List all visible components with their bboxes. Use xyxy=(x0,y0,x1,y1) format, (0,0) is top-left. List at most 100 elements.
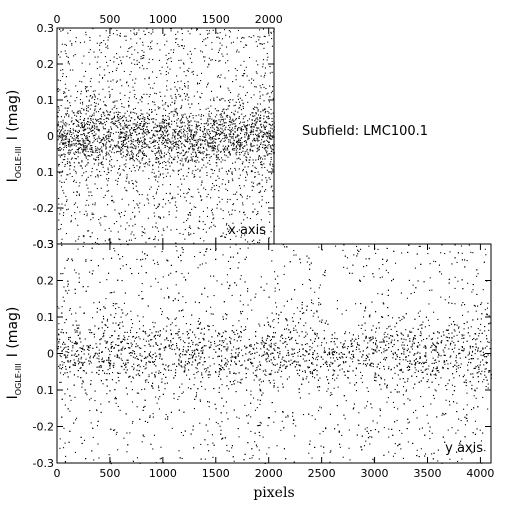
top-data-point xyxy=(85,136,87,138)
top-data-point xyxy=(61,148,63,150)
top-data-point xyxy=(116,80,118,82)
top-data-point xyxy=(254,140,256,142)
top-data-point xyxy=(64,92,66,94)
top-data-point xyxy=(167,106,169,108)
top-data-point xyxy=(170,30,172,32)
top-data-point xyxy=(161,125,163,127)
top-data-point xyxy=(75,181,77,183)
top-data-point xyxy=(240,222,242,224)
top-data-point xyxy=(153,204,155,206)
top-data-point xyxy=(206,129,208,131)
top-data-point xyxy=(229,127,231,129)
top-data-point xyxy=(250,146,252,148)
top-data-point xyxy=(143,51,145,53)
bottom-data-point xyxy=(441,414,443,416)
bottom-data-point xyxy=(458,375,460,377)
top-data-point xyxy=(106,131,108,133)
top-data-point xyxy=(185,159,187,161)
top-data-point xyxy=(72,123,74,125)
top-data-point xyxy=(145,129,147,131)
top-data-point xyxy=(228,121,230,123)
top-data-point xyxy=(261,43,263,45)
bottom-data-point xyxy=(432,349,434,351)
top-data-point xyxy=(79,110,81,112)
top-data-point xyxy=(65,138,67,140)
top-data-point xyxy=(62,143,64,145)
top-data-point xyxy=(149,48,151,50)
top-data-point xyxy=(156,191,158,193)
top-data-point xyxy=(106,173,108,175)
top-data-point xyxy=(58,148,60,150)
top-data-point xyxy=(249,57,251,59)
top-data-point xyxy=(126,240,128,242)
top-data-point xyxy=(158,151,160,153)
top-data-point xyxy=(84,165,86,167)
top-data-point xyxy=(234,126,236,128)
top-data-point xyxy=(240,109,242,111)
top-data-point xyxy=(184,153,186,155)
top-data-point xyxy=(78,194,80,196)
bottom-data-point xyxy=(150,345,152,347)
top-data-point xyxy=(180,152,182,154)
top-data-point xyxy=(149,94,151,96)
top-data-point xyxy=(103,69,105,71)
top-data-point xyxy=(117,180,119,182)
top-data-point xyxy=(79,42,81,44)
top-data-point xyxy=(118,117,120,119)
bottom-data-point xyxy=(475,397,477,399)
top-data-point xyxy=(160,127,162,129)
top-data-point xyxy=(131,62,133,64)
top-data-point xyxy=(89,148,91,150)
top-data-point xyxy=(210,112,212,114)
top-data-point xyxy=(221,183,223,185)
top-data-point xyxy=(252,159,254,161)
top-data-point xyxy=(188,226,190,228)
top-data-point xyxy=(219,114,221,116)
top-data-point xyxy=(156,188,158,190)
top-data-point xyxy=(81,167,83,169)
top-data-point xyxy=(65,76,67,78)
top-data-point xyxy=(208,160,210,162)
bottom-data-point xyxy=(115,382,117,384)
top-data-point xyxy=(152,142,154,144)
top-data-point xyxy=(196,139,198,141)
top-data-point xyxy=(77,136,79,138)
top-data-point xyxy=(222,118,224,120)
top-data-point xyxy=(131,157,133,159)
top-data-point xyxy=(87,137,89,139)
top-data-point xyxy=(103,137,105,139)
top-data-point xyxy=(83,241,85,243)
top-data-point xyxy=(154,104,156,106)
top-data-point xyxy=(234,148,236,150)
top-data-point xyxy=(246,125,248,127)
top-data-point xyxy=(69,144,71,146)
top-data-point xyxy=(79,111,81,113)
top-data-point xyxy=(179,136,181,138)
top-data-point xyxy=(231,119,233,121)
top-data-point xyxy=(184,134,186,136)
top-data-point xyxy=(220,74,222,76)
top-data-point xyxy=(122,56,124,58)
top-data-point xyxy=(270,138,272,140)
top-data-point xyxy=(256,130,258,132)
top-data-point xyxy=(142,128,144,130)
top-data-point xyxy=(99,66,101,68)
top-data-point xyxy=(191,103,193,105)
top-data-point xyxy=(261,179,263,181)
top-data-point xyxy=(61,161,63,163)
top-data-point xyxy=(172,158,174,160)
top-data-point xyxy=(96,140,98,142)
top-data-point xyxy=(160,150,162,152)
top-data-point xyxy=(94,90,96,92)
top-data-point xyxy=(79,211,81,213)
top-data-point xyxy=(229,135,231,137)
top-data-point xyxy=(125,180,127,182)
top-data-point xyxy=(169,139,171,141)
top-data-point xyxy=(212,142,214,144)
bottom-data-point xyxy=(475,339,477,341)
top-data-point xyxy=(65,137,67,139)
top-data-point xyxy=(196,74,198,76)
top-data-point xyxy=(132,164,134,166)
top-data-point xyxy=(220,141,222,143)
top-data-point xyxy=(172,197,174,199)
